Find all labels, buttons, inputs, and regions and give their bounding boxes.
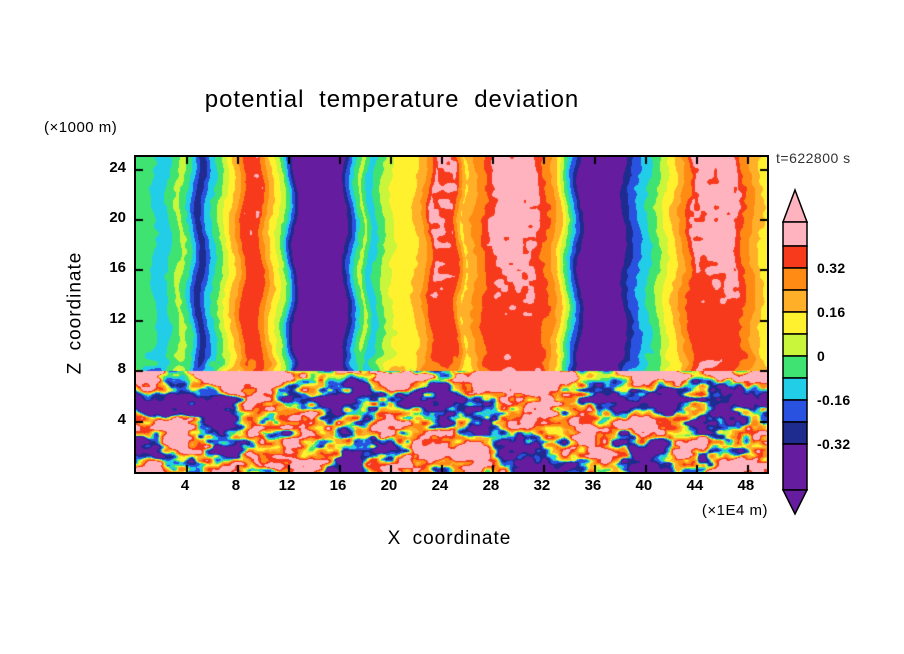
x-tick-label-48: 48 xyxy=(737,477,755,494)
x-tick-label-24: 24 xyxy=(431,477,449,494)
colorbar-segment-6 xyxy=(782,355,808,379)
colorbar-segment-2 xyxy=(782,267,808,291)
colorbar-label-0: 0 xyxy=(817,348,826,364)
z-tick-label-12: 12 xyxy=(109,309,126,327)
colorbar-segment-4 xyxy=(782,311,808,335)
x-tick-label-40: 40 xyxy=(635,477,653,494)
timestamp-label: t=622800 s xyxy=(776,150,851,166)
colorbar-label-0.32: 0.32 xyxy=(817,260,846,276)
x-tick-label-20: 20 xyxy=(380,477,398,494)
colorbar-label-0.16: 0.16 xyxy=(817,304,846,320)
colorbar-segment-10 xyxy=(782,443,808,491)
x-tick-label-36: 36 xyxy=(584,477,602,494)
z-tick-label-8: 8 xyxy=(117,360,126,378)
colorbar-label--0.16: -0.16 xyxy=(817,392,851,408)
heatmap-canvas xyxy=(134,155,769,474)
z-tick-label-4: 4 xyxy=(117,410,126,428)
colorbar-segment-3 xyxy=(782,289,808,313)
colorbar-segment-7 xyxy=(782,377,808,401)
x-axis-unit-label: (×1E4 m) xyxy=(701,502,768,519)
colorbar-arrow-bottom xyxy=(782,489,808,516)
x-axis-title: X coordinate xyxy=(387,528,512,549)
x-tick-label-16: 16 xyxy=(329,477,347,494)
x-tick-label-28: 28 xyxy=(482,477,500,494)
colorbar-segment-1 xyxy=(782,245,808,269)
colorbar-segment-5 xyxy=(782,333,808,357)
colorbar xyxy=(782,187,808,516)
colorbar-segment-9 xyxy=(782,421,808,445)
colorbar-segment-0 xyxy=(782,221,808,247)
x-tick-label-32: 32 xyxy=(533,477,551,494)
chart-title: potential temperature deviation xyxy=(204,86,580,113)
x-tick-label-12: 12 xyxy=(278,477,296,494)
z-tick-label-24: 24 xyxy=(109,158,126,176)
colorbar-segment-8 xyxy=(782,399,808,423)
z-tick-label-20: 20 xyxy=(109,209,126,226)
x-tick-label-8: 8 xyxy=(231,477,241,494)
colorbar-arrow-top xyxy=(782,187,808,223)
y-axis-unit-label: (×1000 m) xyxy=(44,119,118,136)
colorbar-label--0.32: -0.32 xyxy=(817,436,851,452)
x-tick-label-44: 44 xyxy=(686,477,704,494)
x-tick-label-4: 4 xyxy=(180,477,190,494)
z-tick-label-16: 16 xyxy=(109,259,126,277)
